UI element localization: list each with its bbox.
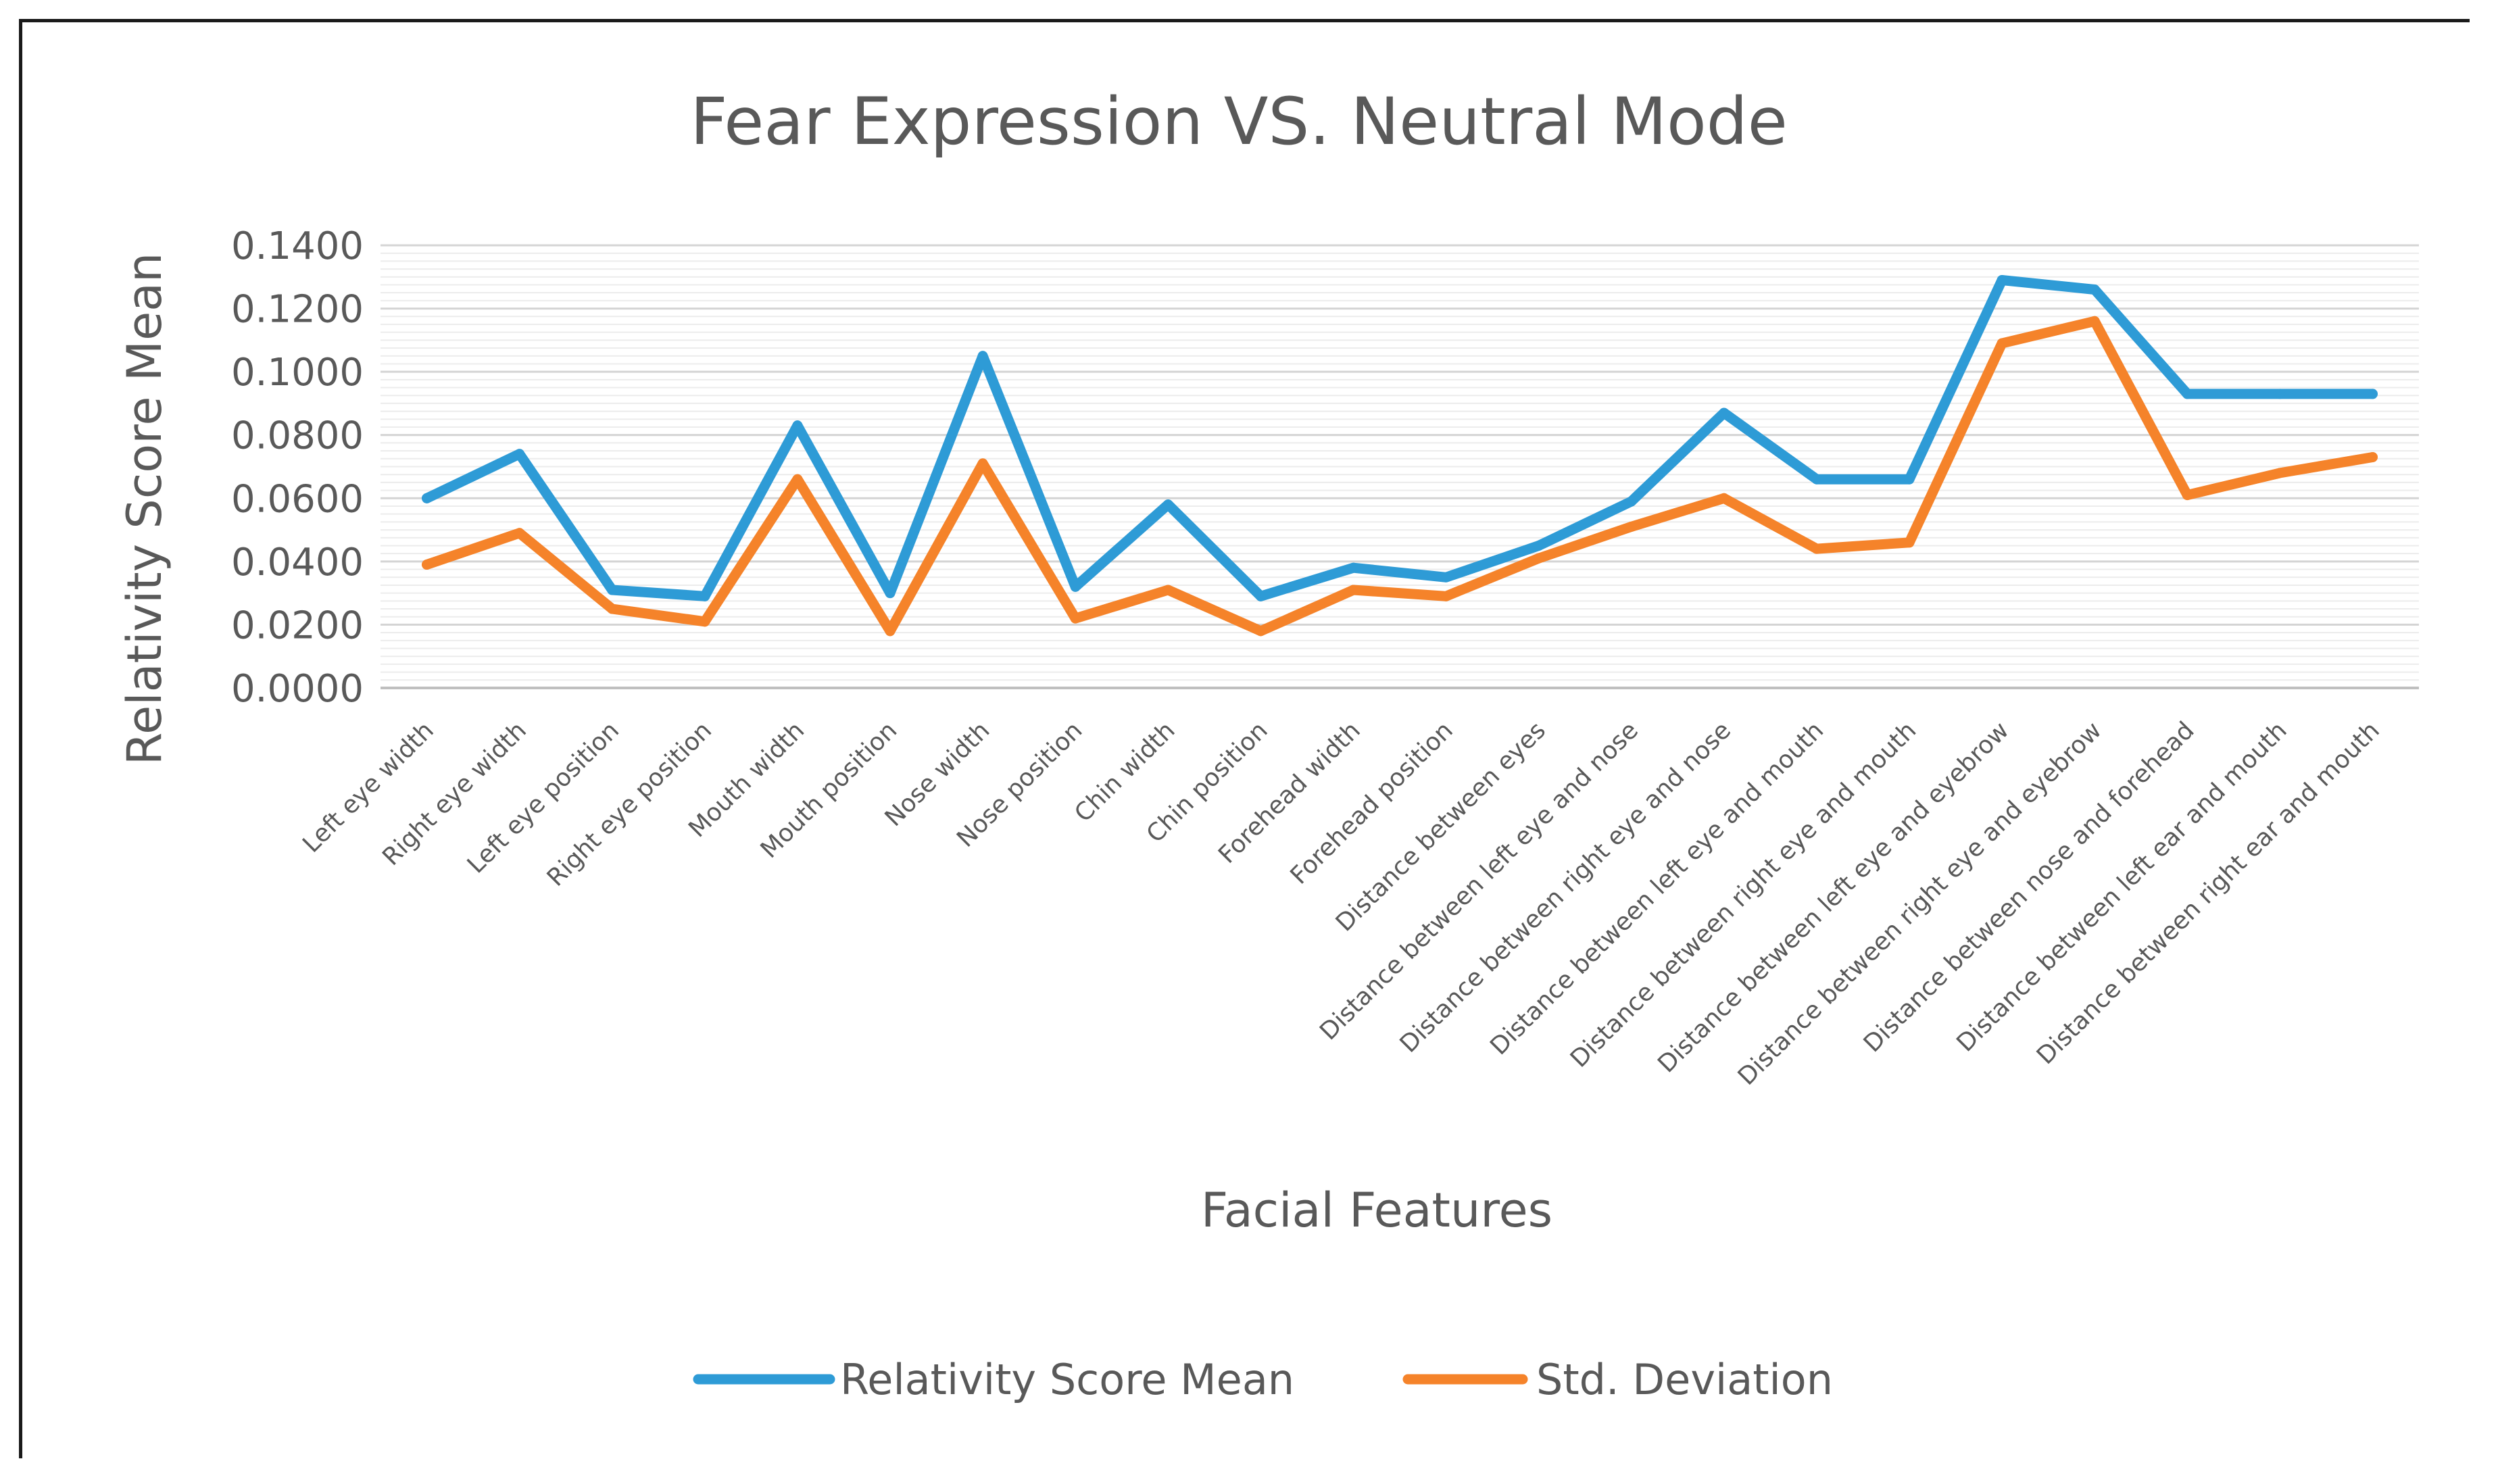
data-point xyxy=(1904,537,1915,548)
data-point xyxy=(885,626,896,637)
data-point xyxy=(1255,591,1266,601)
data-point xyxy=(885,588,896,599)
data-point xyxy=(1070,581,1081,592)
data-point xyxy=(422,560,433,570)
legend-label: Relativity Score Mean xyxy=(840,1355,1294,1404)
series-line-1 xyxy=(422,275,2378,601)
data-point xyxy=(2274,468,2285,478)
y-tick-label: 0.1000 xyxy=(231,351,364,395)
series-line-2 xyxy=(422,316,2378,637)
data-point xyxy=(1070,613,1081,624)
data-point xyxy=(514,528,525,539)
y-axis-tick-labels: 0.0000 0.0200 0.0400 0.0600 0.0800 0.1000 0.12… xyxy=(231,224,364,711)
y-tick-label: 0.1200 xyxy=(231,288,364,332)
legend: Relativity Score Mean Std. Deviation xyxy=(693,1355,1833,1404)
data-point xyxy=(1441,572,1452,583)
y-tick-label: 0.0000 xyxy=(231,667,364,711)
y-tick-label: 0.0200 xyxy=(231,603,364,647)
data-point xyxy=(2274,389,2285,399)
data-point xyxy=(1255,626,1266,637)
y-tick-label: 0.0400 xyxy=(231,541,364,585)
y-tick-label: 0.0600 xyxy=(231,477,364,521)
data-point xyxy=(514,449,525,460)
data-point xyxy=(1348,562,1358,573)
data-point xyxy=(1811,543,1822,554)
data-point xyxy=(977,458,988,469)
data-point xyxy=(1997,338,2007,349)
grid-lines xyxy=(381,244,2419,689)
data-point xyxy=(2367,389,2378,399)
data-point xyxy=(1162,499,1173,510)
chart-background xyxy=(22,22,2473,1462)
x-axis-title: Facial Features xyxy=(1201,1183,1552,1238)
data-point xyxy=(700,616,710,627)
y-tick-label: 0.1400 xyxy=(231,224,364,268)
data-point xyxy=(2089,316,2100,326)
data-point xyxy=(607,585,618,595)
data-point xyxy=(1534,553,1544,564)
data-point xyxy=(700,591,710,601)
series-lines xyxy=(422,274,2378,637)
data-point xyxy=(1719,407,1730,418)
data-point xyxy=(2367,451,2378,462)
y-axis-title: Relativity Score Mean xyxy=(117,253,172,766)
data-point xyxy=(2182,389,2193,399)
data-point xyxy=(1626,496,1637,507)
chart-title: Fear Expression VS. Neutral Mode xyxy=(690,84,1788,159)
data-point xyxy=(1811,474,1822,485)
data-point xyxy=(1534,540,1544,551)
data-point xyxy=(1904,474,1915,485)
legend-label: Std. Deviation xyxy=(1536,1355,1833,1404)
y-tick-label: 0.0800 xyxy=(231,414,364,458)
data-point xyxy=(2182,490,2193,501)
data-point xyxy=(1626,521,1637,532)
data-point xyxy=(422,493,433,503)
data-point xyxy=(792,474,803,485)
data-point xyxy=(792,420,803,431)
data-point xyxy=(607,603,618,614)
data-point xyxy=(1348,585,1358,595)
chart: Fear Expression VS. Neutral Mode 0.00000… xyxy=(22,22,2473,1462)
data-point xyxy=(977,351,988,362)
data-point xyxy=(1162,585,1173,595)
data-point xyxy=(1997,274,2007,285)
data-point xyxy=(1719,493,1730,503)
chart-frame: Fear Expression VS. Neutral Mode 0.0000 0… xyxy=(19,19,2473,1462)
data-point xyxy=(2089,285,2100,295)
data-point xyxy=(1441,591,1452,601)
